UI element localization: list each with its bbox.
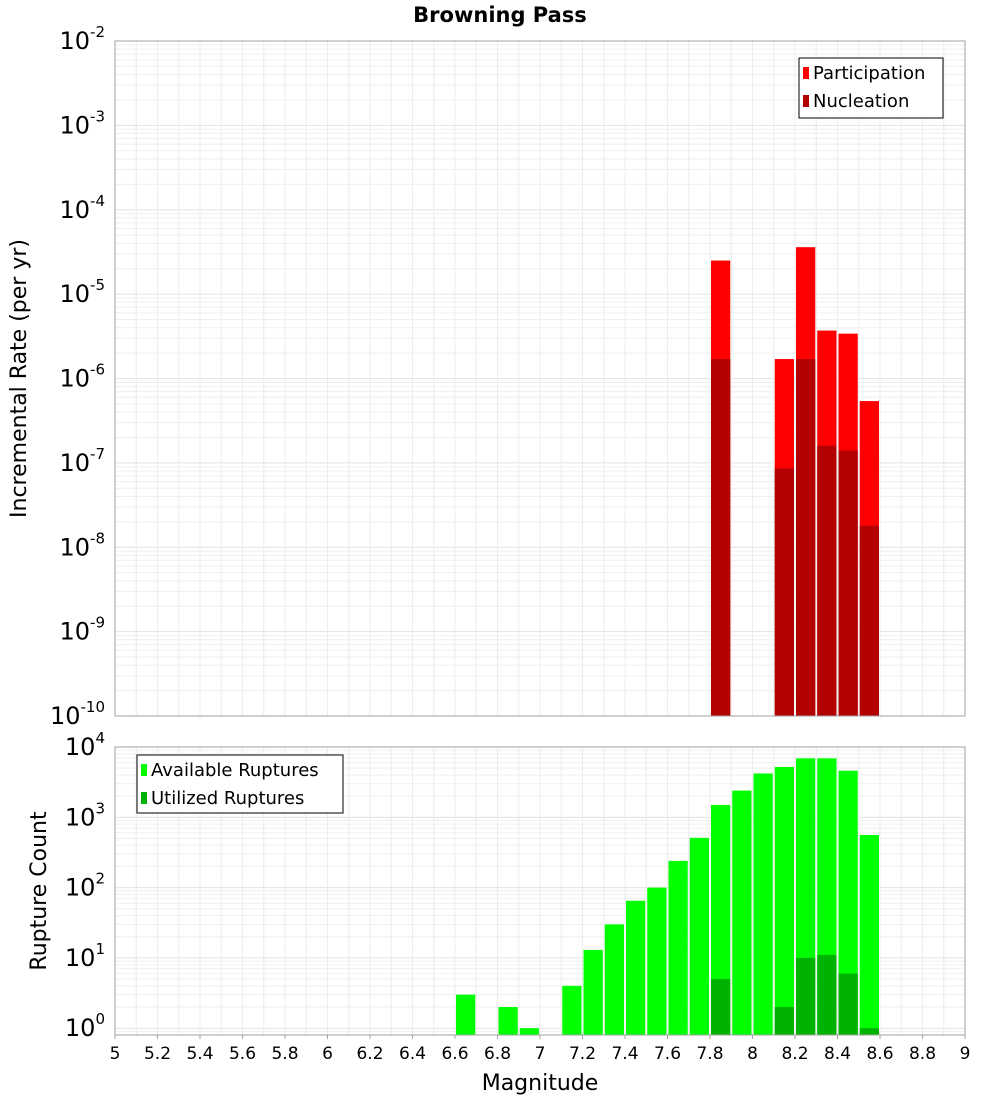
x-tick-label: 7.6 (654, 1044, 681, 1064)
x-tick-label: 5.4 (186, 1044, 213, 1064)
y-tick-label: 10-8 (59, 529, 105, 561)
x-tick-label: 5 (110, 1044, 121, 1064)
bar (838, 770, 858, 1035)
x-tick-label: 8.8 (909, 1044, 936, 1064)
y-tick-label: 102 (65, 870, 105, 902)
rate-chart: 10-10 10-9 10-8 10-7 10-6 10-5 10-4 10-3 10-2 Inc… (7, 23, 966, 730)
x-tick-label: 7.4 (611, 1044, 638, 1064)
x-tick-label: 9 (960, 1044, 971, 1064)
y-tick-label: 10-2 (59, 23, 105, 55)
bar (859, 834, 879, 1035)
bar (519, 1028, 539, 1035)
series-nucleation (711, 359, 879, 716)
bar (774, 766, 794, 1035)
x-tick-labels: 5 5.2 5.4 5.6 5.8 6 6.2 6.4 6.6 6.8 7 7.2 7.4 7.6 7.8 8… (110, 1035, 971, 1064)
series-utilized-ruptures (711, 954, 879, 1035)
legend-swatch (803, 67, 809, 79)
x-tick-label: 8 (747, 1044, 758, 1064)
bar (711, 979, 731, 1035)
x-tick-label: 8.4 (824, 1044, 851, 1064)
gridlines (114, 40, 966, 717)
bar (711, 359, 731, 716)
bar (796, 359, 816, 716)
bar (668, 860, 688, 1035)
legend-swatch (141, 792, 147, 804)
x-tick-label: 6.4 (399, 1044, 426, 1064)
legend-label: Nucleation (813, 91, 909, 112)
y-axis-title: Rupture Count (27, 811, 52, 971)
bar (711, 804, 731, 1035)
bar (859, 1028, 879, 1035)
x-tick-label: 5.8 (271, 1044, 298, 1064)
bar (647, 887, 667, 1035)
y-tick-label: 100 (65, 1010, 105, 1042)
x-tick-label: 8.6 (866, 1044, 893, 1064)
plot-frame (114, 40, 966, 717)
x-tick-label: 5.2 (144, 1044, 171, 1064)
x-tick-label: 6.6 (441, 1044, 468, 1064)
bar (817, 445, 837, 716)
bar (817, 954, 837, 1035)
series-available-ruptures (456, 758, 879, 1035)
y-tick-label: 10-4 (59, 192, 105, 224)
bar (774, 468, 794, 716)
bar (498, 1007, 518, 1035)
bar (689, 837, 709, 1035)
x-tick-label: 5.6 (229, 1044, 256, 1064)
bar (838, 973, 858, 1035)
y-tick-label: 10-10 (50, 698, 105, 730)
x-axis-title: Magnitude (482, 1071, 599, 1096)
x-tick-label: 7 (535, 1044, 546, 1064)
legend-label: Participation (813, 63, 925, 84)
y-tick-label: 10-5 (59, 276, 105, 308)
bar (838, 450, 858, 716)
x-tick-label: 6.8 (484, 1044, 511, 1064)
bar (859, 525, 879, 716)
y-tick-label: 101 (65, 940, 105, 972)
x-tick-label: 7.8 (696, 1044, 723, 1064)
y-tick-labels: 100 101 102 103 104 (65, 729, 105, 1042)
y-axis-title: Incremental Rate (per yr) (7, 239, 32, 518)
bar (604, 924, 624, 1035)
legend: Available Ruptures Utilized Ruptures (136, 754, 344, 814)
bar (774, 1007, 794, 1035)
y-tick-label: 10-7 (59, 445, 105, 477)
legend-box (798, 57, 944, 119)
y-tick-label: 10-9 (59, 614, 105, 646)
x-tick-label: 6 (322, 1044, 333, 1064)
y-tick-labels: 10-10 10-9 10-8 10-7 10-6 10-5 10-4 10-3 10-2 (50, 23, 105, 730)
x-tick-label: 7.2 (569, 1044, 596, 1064)
y-tick-label: 10-6 (59, 361, 105, 393)
x-tick-label: 6.2 (356, 1044, 383, 1064)
bar (732, 790, 752, 1035)
legend-label: Utilized Ruptures (151, 788, 304, 809)
legend-label: Available Ruptures (151, 760, 319, 781)
legend: Participation Nucleation (798, 57, 944, 119)
y-tick-label: 104 (65, 729, 105, 761)
legend-swatch (141, 764, 147, 776)
y-tick-label: 103 (65, 799, 105, 831)
bar (562, 985, 582, 1035)
legend-box (136, 754, 344, 814)
count-chart: 100 101 102 103 104 Rupture Count Available Ru… (27, 729, 966, 1042)
chart-title: Browning Pass (413, 3, 587, 27)
legend-swatch (803, 95, 809, 107)
y-tick-label: 10-3 (59, 107, 105, 139)
bar (626, 900, 646, 1035)
x-tick-label: 8.2 (781, 1044, 808, 1064)
bar (456, 994, 476, 1035)
bar (796, 957, 816, 1035)
bar (583, 949, 603, 1035)
bar (753, 773, 773, 1035)
